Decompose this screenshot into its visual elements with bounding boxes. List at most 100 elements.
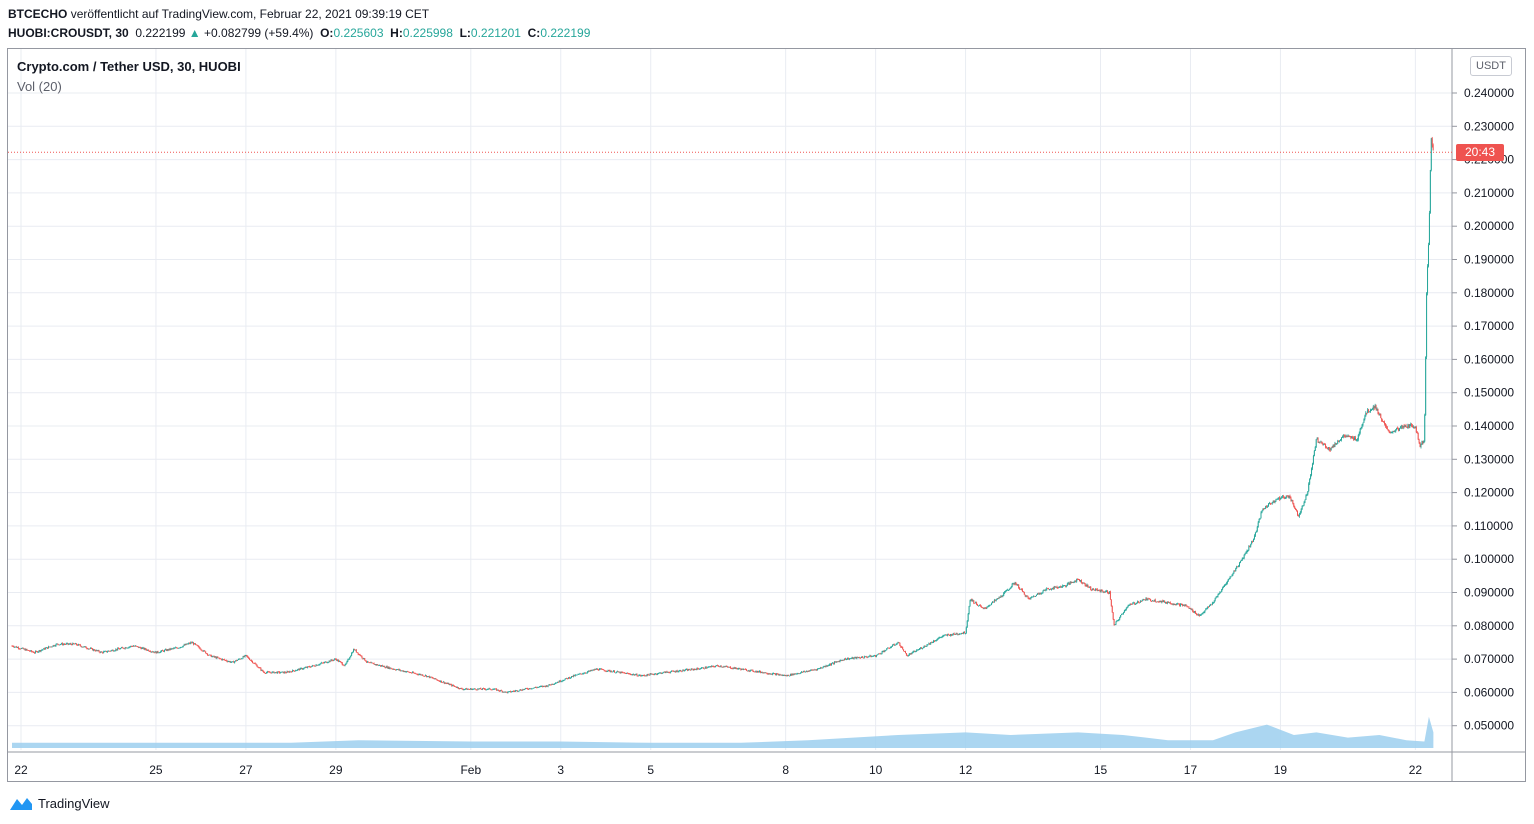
candle-body bbox=[985, 607, 987, 609]
candle-body bbox=[1364, 416, 1366, 420]
candle-body bbox=[118, 648, 120, 649]
candle-body bbox=[1128, 604, 1130, 606]
candle-body bbox=[266, 671, 268, 673]
candle-body bbox=[18, 648, 20, 650]
candle-body bbox=[835, 661, 837, 663]
candle-body bbox=[837, 661, 839, 663]
candle-body bbox=[1150, 599, 1152, 601]
candle-body bbox=[188, 643, 190, 644]
candle-body bbox=[35, 651, 37, 653]
candle-body bbox=[1151, 600, 1153, 602]
candle-body bbox=[1230, 576, 1232, 578]
candle-body bbox=[766, 673, 768, 675]
candle-body bbox=[1284, 498, 1286, 499]
candle-body bbox=[487, 688, 489, 690]
candle-body bbox=[644, 675, 646, 677]
candle-body bbox=[869, 655, 871, 657]
candle-body bbox=[603, 670, 605, 671]
candle-body bbox=[265, 673, 267, 674]
candle-body bbox=[222, 659, 224, 660]
candle-body bbox=[610, 671, 612, 673]
candle-body bbox=[163, 650, 165, 652]
candle-body bbox=[214, 656, 216, 658]
candle-body bbox=[1222, 587, 1224, 590]
candle-body bbox=[381, 665, 383, 667]
candle-body bbox=[560, 681, 562, 683]
y-tick-label: 0.160000 bbox=[1464, 352, 1514, 366]
candle-body bbox=[771, 673, 773, 675]
candle-body bbox=[1141, 600, 1143, 602]
candle-body bbox=[1197, 614, 1199, 616]
candle-body bbox=[919, 647, 921, 649]
candle-body bbox=[969, 600, 971, 607]
candle-body bbox=[893, 644, 895, 646]
candle-body bbox=[874, 655, 876, 656]
candle-body bbox=[550, 684, 552, 686]
x-tick-label: 12 bbox=[959, 763, 973, 777]
candle-body bbox=[1104, 591, 1106, 593]
candle-body bbox=[813, 669, 815, 671]
candle-body bbox=[390, 667, 392, 669]
candle-body bbox=[344, 664, 346, 666]
candle-body bbox=[861, 656, 863, 658]
candle-body bbox=[270, 672, 272, 674]
candle-body bbox=[190, 642, 192, 644]
candle-body bbox=[1370, 409, 1372, 411]
candle-body bbox=[42, 649, 44, 651]
candle-body bbox=[278, 671, 280, 673]
candle-body bbox=[684, 670, 686, 672]
candle-body bbox=[886, 648, 888, 651]
candle-body bbox=[789, 674, 791, 676]
candle-body bbox=[1204, 610, 1206, 613]
candle-body bbox=[1156, 601, 1158, 603]
candle-body bbox=[291, 671, 293, 673]
candle-body bbox=[443, 681, 445, 684]
candle-body bbox=[1355, 437, 1357, 441]
candle-body bbox=[1057, 587, 1059, 589]
candle-body bbox=[786, 675, 788, 677]
candle-body bbox=[1429, 170, 1431, 213]
candle-body bbox=[338, 659, 340, 662]
candle-body bbox=[63, 644, 65, 645]
candle-body bbox=[1287, 496, 1289, 498]
candle-body bbox=[286, 671, 288, 673]
candle-body bbox=[621, 671, 623, 673]
candle-body bbox=[1112, 612, 1114, 620]
candle-body bbox=[1101, 589, 1103, 591]
candle-body bbox=[1407, 424, 1409, 428]
candle-body bbox=[538, 686, 540, 688]
candle-body bbox=[1297, 515, 1299, 517]
candle-body bbox=[910, 653, 912, 655]
candle-body bbox=[173, 647, 175, 649]
candle-body bbox=[611, 671, 613, 673]
candle-body bbox=[1144, 599, 1146, 601]
candle-body bbox=[613, 670, 615, 672]
candle-body bbox=[1195, 613, 1197, 615]
candle-body bbox=[43, 648, 45, 650]
candle-body bbox=[1050, 589, 1052, 591]
candle-body bbox=[629, 673, 631, 675]
currency-unit-button[interactable]: USDT bbox=[1470, 56, 1512, 76]
candle-body bbox=[767, 673, 769, 675]
candle-body bbox=[1221, 589, 1223, 592]
candle-body bbox=[593, 669, 595, 671]
candle-body bbox=[1296, 510, 1298, 516]
candle-body bbox=[136, 646, 138, 648]
candle-body bbox=[1375, 405, 1377, 410]
candle-body bbox=[601, 669, 603, 670]
candle-body bbox=[1331, 447, 1333, 449]
candle-body bbox=[1122, 613, 1124, 615]
open-label: O: bbox=[320, 26, 334, 40]
candle-body bbox=[1257, 522, 1259, 528]
candle-body bbox=[478, 688, 480, 690]
candle-body bbox=[619, 671, 621, 674]
candle-body bbox=[36, 651, 38, 653]
tradingview-logo[interactable]: TradingView bbox=[8, 795, 110, 811]
candle-body bbox=[470, 688, 472, 690]
candle-body bbox=[75, 643, 77, 645]
candle-body bbox=[698, 668, 700, 670]
candle-body bbox=[156, 651, 158, 654]
candle-body bbox=[1130, 603, 1132, 605]
candle-body bbox=[79, 644, 81, 646]
